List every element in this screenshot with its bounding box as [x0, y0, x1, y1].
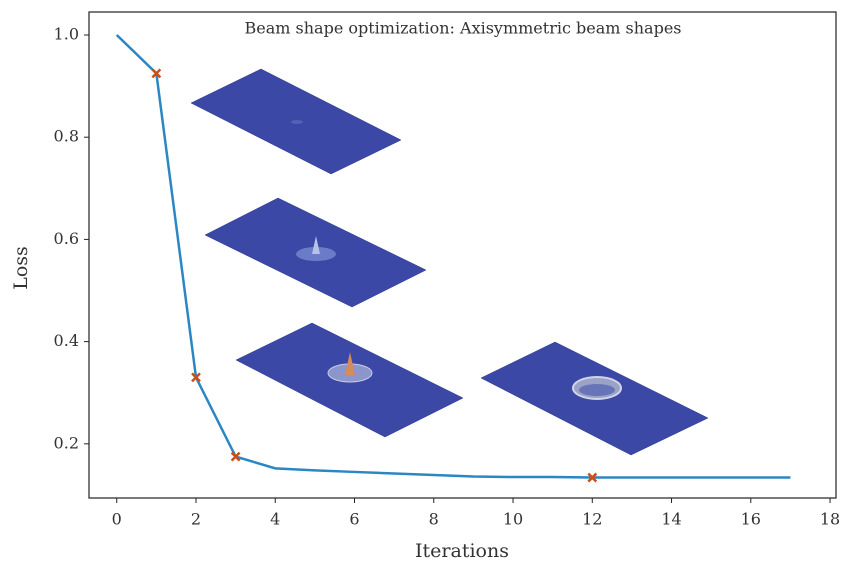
chart: Beam shape optimization: Axisymmetric be… [0, 0, 846, 565]
x-tick-label: 18 [820, 510, 840, 529]
x-tick-label: 8 [429, 510, 439, 529]
x-tick-label: 14 [661, 510, 681, 529]
insets [191, 69, 708, 455]
y-tick-label: 1.0 [54, 24, 79, 43]
y-tick-label: 0.4 [54, 331, 79, 350]
x-tick-label: 4 [270, 510, 280, 529]
plot-frame [89, 12, 836, 498]
x-tick-label: 16 [741, 510, 761, 529]
x-tick-label: 6 [349, 510, 359, 529]
x-axis-label: Iterations [415, 540, 509, 562]
x-tick-label: 0 [112, 510, 122, 529]
y-tick-label: 0.6 [54, 229, 79, 248]
x-tick-label: 2 [191, 510, 201, 529]
x-tick-label: 12 [582, 510, 602, 529]
chart-title: Beam shape optimization: Axisymmetric be… [245, 19, 682, 38]
x-tick-label: 10 [503, 510, 523, 529]
y-tick-label: 0.8 [54, 127, 79, 146]
y-axis-label: Loss [10, 246, 32, 290]
y-tick-label: 0.2 [54, 433, 79, 452]
inset-bump [291, 120, 303, 124]
inset-bump [579, 384, 615, 396]
